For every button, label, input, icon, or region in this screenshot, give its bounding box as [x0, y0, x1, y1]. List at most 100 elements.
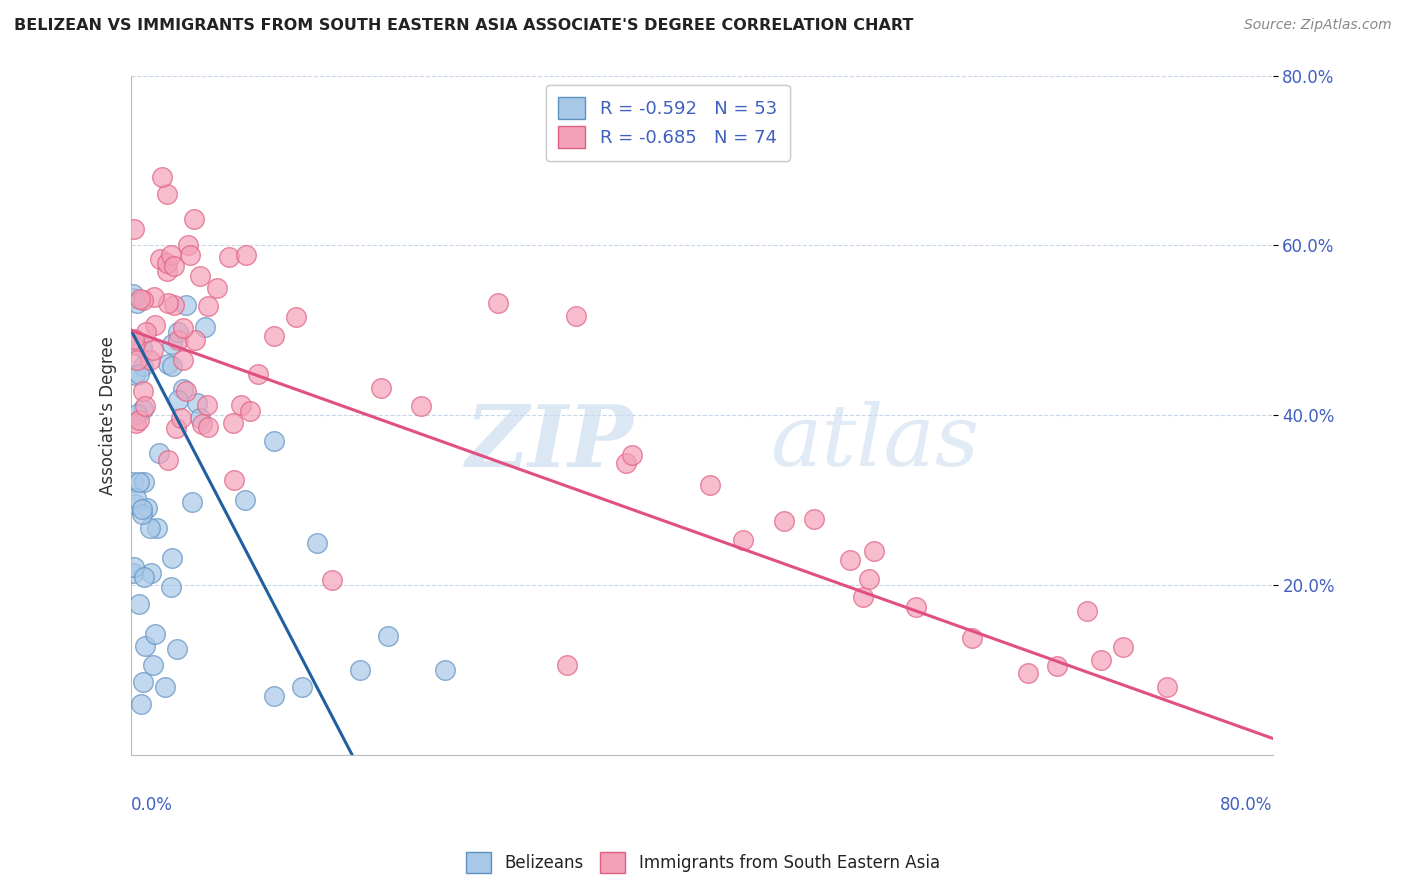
- Point: [125, 295, 148, 310]
- Point: [127, 352, 149, 367]
- Point: [150, 170, 173, 185]
- Y-axis label: Associate's Degree: Associate's Degree: [100, 336, 117, 495]
- Point: [131, 501, 153, 516]
- Point: [121, 287, 143, 301]
- Point: [904, 599, 927, 614]
- Point: [1156, 681, 1178, 695]
- Point: [128, 475, 150, 490]
- Point: [134, 399, 156, 413]
- Point: [614, 456, 637, 470]
- Point: [149, 252, 172, 267]
- Point: [305, 536, 328, 550]
- Point: [194, 320, 217, 334]
- Point: [138, 353, 160, 368]
- Point: [139, 566, 162, 581]
- Point: [160, 248, 183, 262]
- Point: [235, 248, 257, 262]
- Point: [132, 570, 155, 584]
- Point: [163, 298, 186, 312]
- Point: [172, 353, 194, 368]
- Point: [125, 407, 148, 421]
- Point: [128, 413, 150, 427]
- Point: [377, 629, 399, 643]
- Point: [156, 187, 179, 202]
- Point: [131, 507, 153, 521]
- Point: [263, 329, 285, 343]
- Point: [621, 448, 644, 462]
- Point: [772, 514, 794, 528]
- Point: [125, 416, 148, 430]
- Point: [125, 491, 148, 505]
- Point: [179, 248, 201, 262]
- Point: [122, 559, 145, 574]
- Point: [166, 641, 188, 656]
- Point: [134, 639, 156, 653]
- Point: [156, 256, 179, 270]
- Point: [148, 445, 170, 459]
- Point: [121, 292, 143, 306]
- Point: [246, 368, 269, 382]
- Point: [136, 500, 159, 515]
- Point: [197, 299, 219, 313]
- Point: [172, 321, 194, 335]
- Point: [197, 420, 219, 434]
- Point: [143, 318, 166, 332]
- Point: [191, 417, 214, 432]
- Point: [183, 212, 205, 227]
- Point: [166, 333, 188, 347]
- Point: [321, 574, 343, 588]
- Point: [162, 337, 184, 351]
- Point: [155, 680, 177, 694]
- Text: 80.0%: 80.0%: [1220, 797, 1272, 814]
- Legend: R = -0.592   N = 53, R = -0.685   N = 74: R = -0.592 N = 53, R = -0.685 N = 74: [546, 85, 790, 161]
- Point: [142, 343, 165, 358]
- Point: [166, 326, 188, 340]
- Point: [160, 359, 183, 373]
- Point: [839, 553, 862, 567]
- Point: [962, 631, 984, 645]
- Point: [121, 475, 143, 490]
- Point: [852, 590, 875, 604]
- Point: [177, 238, 200, 252]
- Point: [156, 453, 179, 467]
- Point: [167, 392, 190, 407]
- Text: atlas: atlas: [770, 401, 980, 484]
- Text: ZIP: ZIP: [465, 401, 634, 484]
- Point: [170, 410, 193, 425]
- Point: [166, 421, 188, 435]
- Point: [156, 264, 179, 278]
- Point: [143, 627, 166, 641]
- Point: [235, 493, 257, 508]
- Point: [858, 572, 880, 586]
- Point: [124, 221, 146, 235]
- Point: [162, 551, 184, 566]
- Point: [186, 396, 208, 410]
- Text: Source: ZipAtlas.com: Source: ZipAtlas.com: [1244, 18, 1392, 32]
- Point: [195, 398, 218, 412]
- Point: [1090, 653, 1112, 667]
- Point: [159, 580, 181, 594]
- Point: [1076, 604, 1098, 618]
- Point: [733, 533, 755, 547]
- Point: [128, 293, 150, 307]
- Point: [174, 384, 197, 399]
- Point: [863, 544, 886, 558]
- Point: [163, 259, 186, 273]
- Point: [1046, 659, 1069, 673]
- Text: 0.0%: 0.0%: [131, 797, 173, 814]
- Point: [132, 401, 155, 416]
- Point: [128, 367, 150, 381]
- Point: [349, 664, 371, 678]
- Point: [128, 598, 150, 612]
- Point: [263, 689, 285, 703]
- Point: [124, 497, 146, 511]
- Point: [142, 290, 165, 304]
- Point: [181, 495, 204, 509]
- Point: [1112, 640, 1135, 654]
- Point: [124, 368, 146, 383]
- Point: [142, 658, 165, 673]
- Point: [132, 384, 155, 398]
- Point: [176, 298, 198, 312]
- Point: [188, 410, 211, 425]
- Point: [129, 697, 152, 711]
